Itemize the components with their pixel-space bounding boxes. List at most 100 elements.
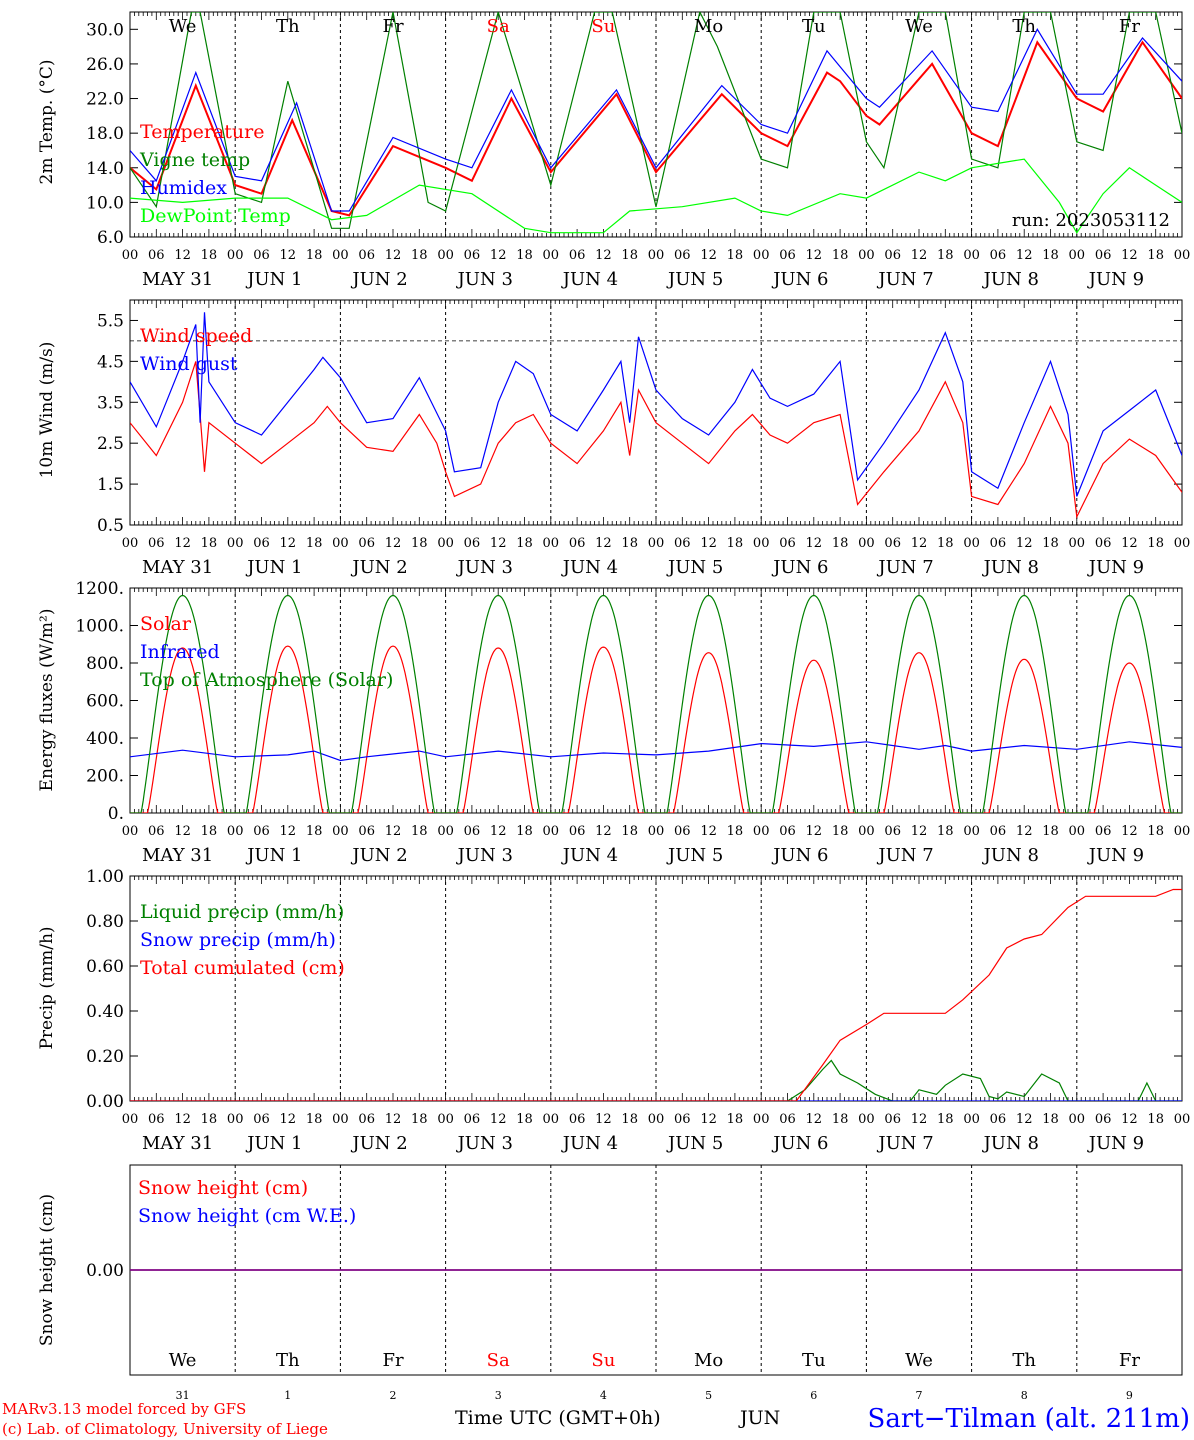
hour-label: 06 [779, 1112, 796, 1127]
hour-label: 18 [516, 824, 533, 839]
hour-label: 18 [727, 536, 744, 551]
series-line-liquid-precip-mm-h- [130, 1059, 1182, 1101]
legend-item: Vigne temp [139, 149, 250, 171]
hour-label: 00 [1174, 248, 1191, 263]
hour-label: 00 [1069, 824, 1086, 839]
hour-label: 12 [1121, 1112, 1138, 1127]
hour-label: 18 [411, 824, 428, 839]
date-label: JUN 4 [561, 557, 618, 578]
hour-label: 12 [1016, 824, 1033, 839]
hour-label: 12 [490, 824, 507, 839]
hour-label: 12 [911, 1112, 928, 1127]
hour-label: 06 [464, 248, 481, 263]
date-label: JUN 6 [771, 269, 828, 290]
hour-label: 06 [990, 1112, 1007, 1127]
hour-label: 06 [148, 536, 165, 551]
hour-label: 18 [201, 536, 218, 551]
y-tick-label: 800. [86, 654, 124, 674]
hour-label: 06 [253, 536, 270, 551]
date-label: JUN 5 [666, 1133, 723, 1154]
hour-label: 12 [385, 536, 402, 551]
hour-label: 06 [253, 248, 270, 263]
hour-label: 12 [595, 536, 612, 551]
plot-frame [129, 11, 1183, 238]
hour-label: 18 [1147, 536, 1164, 551]
y-tick-label: 10.0 [86, 193, 124, 213]
y-tick-label: 0.80 [86, 912, 124, 932]
legend-item: Total cumulated (cm) [140, 957, 345, 979]
y-tick-label: 0.5 [97, 516, 124, 536]
date-label: JUN 2 [350, 269, 407, 290]
date-label: JUN 1 [245, 557, 302, 578]
day-name-top: Mo [694, 16, 723, 37]
hour-label: 12 [1016, 248, 1033, 263]
y-tick-label: 0.40 [86, 1002, 124, 1022]
hour-label: 06 [569, 248, 586, 263]
hour-label: 18 [411, 1112, 428, 1127]
day-name-bottom: Mo [694, 1350, 723, 1371]
hour-label: 18 [411, 536, 428, 551]
date-label: JUN 9 [1087, 557, 1144, 578]
series-line-top-of-atmosphere-solar- [130, 594, 1182, 813]
legend-item: Top of Atmosphere (Solar) [140, 669, 393, 691]
hour-label: 12 [490, 1112, 507, 1127]
hour-label: 12 [595, 824, 612, 839]
date-label: JUN 9 [1087, 1133, 1144, 1154]
hour-label: 18 [937, 536, 954, 551]
date-label: JUN 2 [350, 1133, 407, 1154]
hour-label: 00 [753, 824, 770, 839]
hour-label: 06 [674, 536, 691, 551]
legend-item: DewPoint Temp [140, 205, 291, 227]
hour-label: 12 [280, 536, 297, 551]
date-label: JUN 8 [982, 269, 1039, 290]
hour-label: 06 [990, 824, 1007, 839]
y-tick-label: 0.00 [86, 1092, 124, 1112]
hour-label: 00 [122, 1112, 139, 1127]
day-number: 5 [705, 1389, 712, 1402]
legend-item: Temperature [140, 121, 264, 143]
hour-label: 12 [174, 1112, 191, 1127]
hour-label: 00 [227, 1112, 244, 1127]
y-tick-label: 1200. [75, 579, 124, 599]
y-tick-label: 400. [86, 729, 124, 749]
hour-label: 00 [963, 824, 980, 839]
date-label: JUN 9 [1087, 845, 1144, 866]
legend-item: Snow height (cm W.E.) [138, 1205, 356, 1227]
y-axis-label: 2m Temp. (°C) [37, 59, 57, 184]
hour-label: 00 [543, 1112, 560, 1127]
hour-label: 00 [437, 248, 454, 263]
legend-item: Solar [140, 613, 192, 635]
hour-label: 06 [1095, 824, 1112, 839]
hour-label: 12 [490, 536, 507, 551]
hour-label: 06 [358, 1112, 375, 1127]
y-tick-label: 1.00 [86, 867, 124, 887]
hour-label: 06 [358, 248, 375, 263]
hour-label: 18 [306, 536, 323, 551]
hour-label: 18 [201, 824, 218, 839]
hour-label: 18 [832, 536, 849, 551]
date-label: JUN 8 [982, 845, 1039, 866]
hour-label: 06 [358, 536, 375, 551]
day-name-top: Su [591, 16, 615, 37]
hour-label: 00 [753, 536, 770, 551]
hour-label: 06 [779, 536, 796, 551]
hour-label: 18 [621, 1112, 638, 1127]
y-tick-label: 6.0 [97, 228, 124, 248]
y-tick-label: 14.0 [86, 159, 124, 179]
day-number: 2 [390, 1389, 397, 1402]
hour-label: 12 [385, 248, 402, 263]
hour-label: 18 [1147, 824, 1164, 839]
day-name-top: We [905, 16, 933, 37]
hour-label: 12 [490, 248, 507, 263]
day-name-top: Th [276, 16, 300, 37]
day-number: 31 [176, 1389, 190, 1402]
hour-label: 06 [464, 1112, 481, 1127]
day-name-bottom: Fr [382, 1350, 403, 1371]
date-label: JUN 4 [561, 269, 618, 290]
hour-label: 12 [1016, 536, 1033, 551]
day-name-bottom: Fr [1119, 1350, 1140, 1371]
date-label: JUN 8 [982, 1133, 1039, 1154]
hour-label: 18 [306, 824, 323, 839]
date-label: JUN 6 [771, 845, 828, 866]
hour-label: 00 [648, 1112, 665, 1127]
